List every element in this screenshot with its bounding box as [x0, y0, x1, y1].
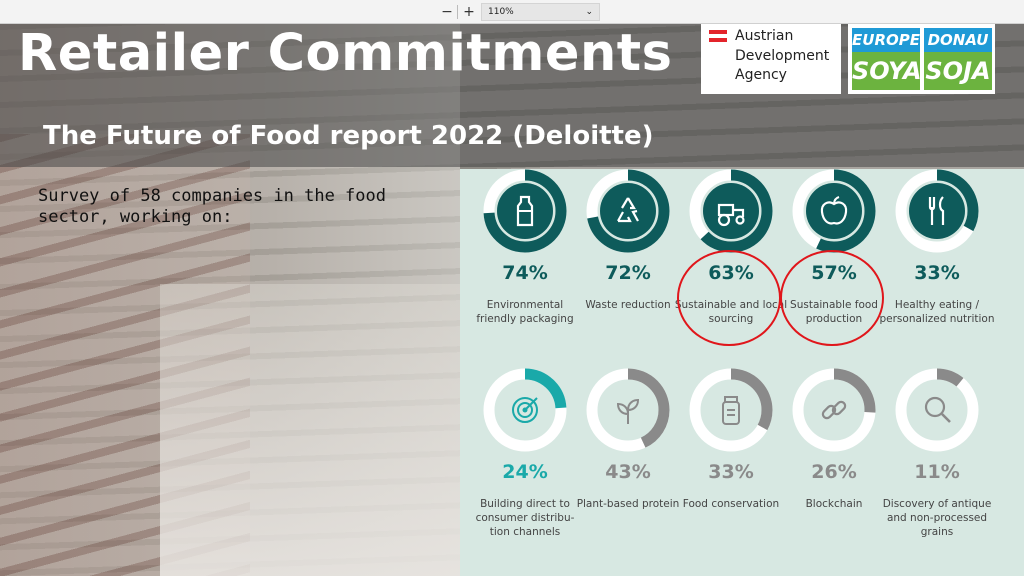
toolbar-divider	[457, 5, 458, 19]
progress-arc	[689, 169, 773, 253]
progress-arc	[792, 368, 876, 452]
target-icon	[512, 397, 538, 423]
progress-arc	[483, 169, 567, 253]
survey-text: Survey of 58 companies in the food secto…	[38, 186, 386, 227]
infographic-panel: 74% Environmental friendly packaging 72% Wa…	[460, 169, 1024, 576]
apple-icon	[820, 196, 848, 225]
progress-arc	[689, 368, 773, 452]
stat-percent: 33%	[914, 262, 960, 284]
recycle-icon	[617, 197, 639, 223]
austria-flag-icon	[709, 30, 727, 42]
stat-percent: 72%	[605, 262, 651, 284]
aisle-background	[160, 284, 460, 576]
slide-title: Retailer Commitments	[18, 24, 673, 83]
stat-label: Food conservation	[682, 498, 780, 510]
ada-logo-line3: Agency	[735, 67, 787, 83]
donau-soja-bottom: SOJA	[924, 52, 992, 90]
viewer-toolbar: − + 110% ⌄	[0, 0, 1024, 24]
austrian-development-agency-logo: Austrian Development Agency	[701, 24, 841, 94]
progress-ring	[792, 368, 876, 452]
stat-label: Plant-based protein	[576, 498, 680, 510]
progress-ring	[586, 368, 670, 452]
ada-logo-line2: Development	[735, 47, 830, 64]
zoom-level-select[interactable]: 110% ⌄	[481, 3, 600, 21]
progress-ring	[689, 368, 773, 452]
progress-arc	[895, 368, 979, 452]
slide-subtitle: The Future of Food report 2022 (Deloitte…	[43, 121, 654, 151]
bottle-icon	[516, 195, 534, 227]
stat-label: Healthy eating / personalized nutrition	[879, 299, 995, 325]
progress-arc	[792, 169, 876, 253]
europe-soya-top: EUROPE	[852, 28, 920, 52]
soya-logos: EUROPE SOYA DONAU SOJA	[848, 24, 995, 94]
progress-ring	[895, 368, 979, 452]
stat-label: Blockchain	[805, 498, 863, 510]
leaf-icon	[616, 398, 640, 424]
progress-ring	[792, 169, 876, 253]
slide: Retailer Commitments The Future of Food …	[0, 24, 1024, 576]
cutlery-icon	[928, 196, 945, 225]
progress-ring	[895, 169, 979, 253]
europe-soya-bottom: SOYA	[852, 52, 922, 90]
jar-icon	[722, 396, 740, 425]
stat-percent: 24%	[502, 461, 548, 483]
stat-percent: 43%	[605, 461, 651, 483]
progress-ring	[586, 169, 670, 253]
stat-label: Discovery of antique and non-processed g…	[882, 498, 992, 538]
progress-ring	[689, 169, 773, 253]
progress-ring	[483, 169, 567, 253]
stat-percent: 74%	[502, 262, 548, 284]
stat-percent: 33%	[708, 461, 754, 483]
highlight-circle	[677, 250, 781, 346]
stat-label: Environmental friendly packaging	[476, 299, 574, 325]
progress-arc	[483, 368, 567, 452]
progress-arc	[586, 368, 670, 452]
stat-label: Waste reduction	[585, 299, 671, 311]
zoom-level-value: 110%	[488, 7, 514, 17]
zoom-out-button[interactable]: −	[441, 4, 453, 20]
chain-icon	[821, 400, 847, 420]
highlight-circle	[780, 250, 884, 346]
progress-arc	[895, 169, 979, 253]
magnifier-icon	[924, 396, 951, 423]
stat-label: Building direct to consumer distribu-tio…	[475, 498, 575, 538]
progress-arc	[586, 169, 670, 253]
ada-logo-line1: Austrian	[735, 28, 794, 44]
tractor-icon	[717, 203, 745, 227]
stat-percent: 11%	[914, 461, 960, 483]
stat-percent: 26%	[811, 461, 857, 483]
zoom-in-button[interactable]: +	[463, 4, 475, 20]
progress-ring	[483, 368, 567, 452]
donau-soja-logo: DONAU SOJA	[924, 28, 992, 90]
europe-soya-logo: EUROPE SOYA	[852, 28, 922, 90]
chevron-down-icon: ⌄	[585, 7, 593, 17]
donau-soja-top: DONAU	[924, 28, 992, 52]
